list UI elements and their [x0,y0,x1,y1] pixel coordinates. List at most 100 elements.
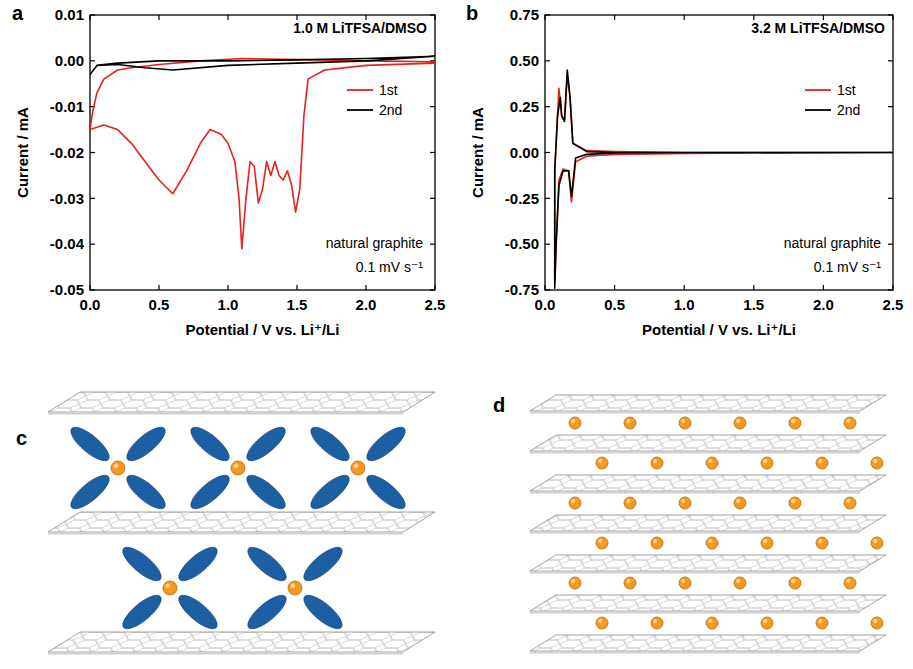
y-tick-label: 0.00 [55,52,84,69]
x-tick-label: 2.0 [813,296,834,313]
legend-swatch [347,89,373,91]
y-tick [545,106,550,107]
graphene-sheet [530,475,886,491]
li-highlight [708,539,712,543]
y-tick-label: -0.50 [505,235,539,252]
y-tick-right [430,198,435,199]
dmso-molecule [242,422,290,466]
li-highlight [763,619,767,623]
li-ion [624,417,636,429]
li-ion [288,581,302,595]
li-ion [624,577,636,589]
dmso-molecule [306,470,354,514]
li-ion [651,537,663,549]
li-highlight [791,579,795,583]
li-highlight [353,463,358,468]
legend-swatch [347,109,373,111]
x-tick-label: 0.0 [535,296,556,313]
dmso-molecule [122,422,170,466]
y-tick [90,152,95,153]
dmso-molecule [306,422,354,466]
figure: a0.00.51.01.52.02.5-0.05-0.04-0.03-0.02-… [0,0,913,669]
y-tick [545,152,550,153]
y-tick [90,244,95,245]
li-highlight [708,619,712,623]
chart-title: 3.2 M LiTFSA/DMSO [751,20,885,36]
x-tick-top [614,15,615,20]
y-axis-title: Current / mA [469,107,486,198]
x-tick [296,285,297,290]
li-ion [734,577,746,589]
li-highlight [736,579,740,583]
dmso-molecule [66,422,114,466]
li-ion [789,497,801,509]
dmso-molecule [299,542,347,586]
li-highlight [571,579,575,583]
y-tick-label: 0.75 [510,6,539,23]
li-ion [624,497,636,509]
li-highlight [653,459,657,463]
dmso-molecule [362,422,410,466]
x-tick [614,285,615,290]
li-ion [844,417,856,429]
dmso-molecule [242,470,290,514]
x-tick-label: 1.5 [287,296,308,313]
data-group [90,56,435,249]
sheet-shadow [530,452,860,454]
cv-curve [555,76,893,281]
y-tick-right [430,289,435,290]
x-tick [434,285,435,290]
x-tick-label: 1.0 [218,296,239,313]
x-tick [753,285,754,290]
sheet-shadow [530,612,860,614]
dmso-molecule [174,590,222,634]
panel: a0.00.51.01.52.02.5-0.05-0.04-0.03-0.02-… [12,2,445,338]
x-tick [227,285,228,290]
y-tick-label: -0.05 [50,281,84,298]
panel-label: d [493,394,505,416]
li-ion [569,577,581,589]
graphene-sheet [530,635,886,651]
y-tick-right [888,106,893,107]
dmso-molecule [122,470,170,514]
sheet-shadow [530,532,860,534]
x-tick [89,285,90,290]
y-tick [545,60,550,61]
graphene-sheet [530,515,886,531]
li-ion [816,457,828,469]
li-ion [789,417,801,429]
x-tick-top [684,15,685,20]
li-highlight [791,499,795,503]
li-highlight [763,459,767,463]
li-highlight [233,463,238,468]
legend-swatch [805,109,831,111]
x-tick-label: 1.5 [743,296,764,313]
sheet-shadow [530,652,860,654]
y-tick-right [430,106,435,107]
y-tick-label: -0.01 [50,98,84,115]
graphene-sheet [530,555,886,571]
x-tick-label: 1.0 [674,296,695,313]
li-highlight [598,539,602,543]
dmso-molecule [186,422,234,466]
li-ion [706,457,718,469]
y-tick [545,198,550,199]
y-tick-label: -0.75 [505,281,539,298]
data-group [555,70,893,288]
li-highlight [626,419,630,423]
chart-title: 1.0 M LiTFSA/DMSO [293,20,427,36]
y-axis-title: Current / mA [14,107,31,198]
y-tick-right [888,289,893,290]
graphene-sheet [48,392,435,412]
li-highlight [165,583,170,588]
li-highlight [571,499,575,503]
diagram-d: d [493,394,886,653]
li-ion [679,497,691,509]
li-highlight [873,539,877,543]
y-tick [90,60,95,61]
y-tick-label: 0.25 [510,98,539,115]
x-tick-top [89,15,90,20]
panel: b0.00.51.01.52.02.5-0.75-0.50-0.250.000.… [466,2,903,338]
li-ion [871,537,883,549]
li-ion [111,461,125,475]
